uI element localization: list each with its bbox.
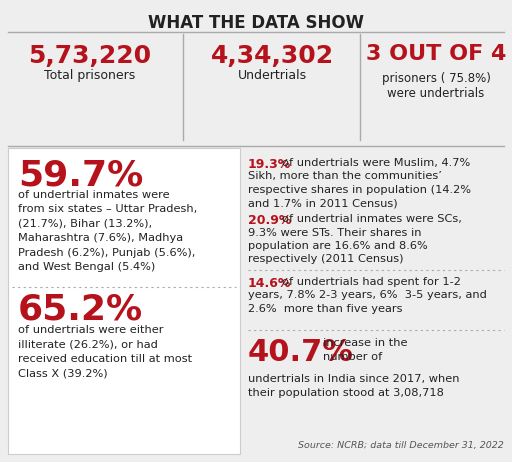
Text: 2.6%  more than five years: 2.6% more than five years (248, 304, 402, 314)
Text: WHAT THE DATA SHOW: WHAT THE DATA SHOW (148, 14, 364, 32)
Text: of undertrials had spent for 1-2: of undertrials had spent for 1-2 (282, 277, 461, 287)
Text: Sikh, more than the communities’: Sikh, more than the communities’ (248, 171, 442, 182)
Text: of undertrials were Muslim, 4.7%: of undertrials were Muslim, 4.7% (282, 158, 470, 168)
Text: population are 16.6% and 8.6%: population are 16.6% and 8.6% (248, 241, 428, 251)
Text: 65.2%: 65.2% (18, 293, 143, 327)
Text: and 1.7% in 2011 Census): and 1.7% in 2011 Census) (248, 199, 398, 208)
Text: prisoners ( 75.8%)
were undertrials: prisoners ( 75.8%) were undertrials (381, 72, 490, 100)
FancyBboxPatch shape (8, 148, 240, 454)
Text: respective shares in population (14.2%: respective shares in population (14.2% (248, 185, 471, 195)
Text: 4,34,302: 4,34,302 (210, 44, 333, 68)
Text: their population stood at 3,08,718: their population stood at 3,08,718 (248, 388, 444, 397)
Text: Total prisoners: Total prisoners (45, 69, 136, 82)
Text: number of: number of (323, 352, 382, 361)
Text: of undertrial inmates were SCs,: of undertrial inmates were SCs, (282, 214, 462, 224)
Text: years, 7.8% 2-3 years, 6%  3-5 years, and: years, 7.8% 2-3 years, 6% 3-5 years, and (248, 291, 487, 300)
Text: undertrials in India since 2017, when: undertrials in India since 2017, when (248, 374, 459, 384)
Text: Source: NCRB; data till December 31, 2022: Source: NCRB; data till December 31, 202… (298, 441, 504, 450)
Text: 59.7%: 59.7% (18, 158, 143, 192)
FancyBboxPatch shape (8, 34, 504, 144)
Text: of undertrial inmates were
from six states – Uttar Pradesh,
(21.7%), Bihar (13.2: of undertrial inmates were from six stat… (18, 190, 197, 272)
Text: increase in the: increase in the (323, 338, 408, 348)
Text: of undertrials were either
illiterate (26.2%), or had
received education till at: of undertrials were either illiterate (2… (18, 325, 192, 378)
Text: respectively (2011 Census): respectively (2011 Census) (248, 255, 403, 265)
Text: 9.3% were STs. Their shares in: 9.3% were STs. Their shares in (248, 227, 421, 237)
Text: 40.7%: 40.7% (248, 338, 354, 367)
Text: 14.6%: 14.6% (248, 277, 291, 290)
Text: 20.9%: 20.9% (248, 214, 291, 227)
Text: Undertrials: Undertrials (238, 69, 307, 82)
Text: 3 OUT OF 4: 3 OUT OF 4 (366, 44, 506, 64)
Text: 19.3%: 19.3% (248, 158, 291, 171)
Text: 5,73,220: 5,73,220 (29, 44, 152, 68)
